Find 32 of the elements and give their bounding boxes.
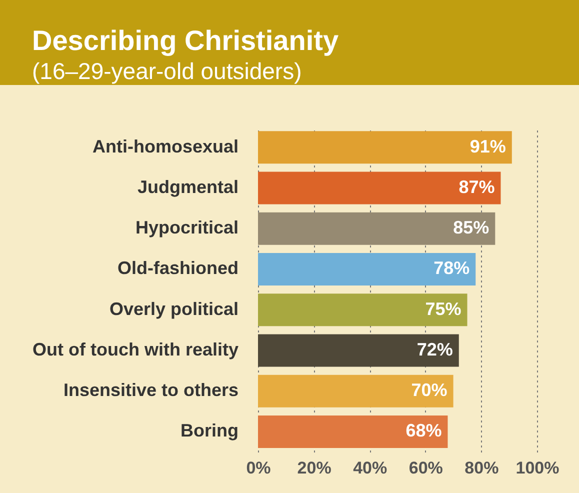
- x-tick-label: 80%: [464, 458, 499, 478]
- y-tick-label: Boring: [180, 420, 238, 441]
- bar: [258, 252, 476, 286]
- y-tick-label: Old-fashioned: [118, 258, 238, 278]
- bar: [258, 294, 468, 326]
- y-tick-label: Out of touch with reality: [32, 339, 238, 360]
- x-tick-label: 40%: [353, 458, 388, 478]
- y-tick-label: Insensitive to others: [63, 380, 238, 400]
- x-tick-label: 100%: [516, 458, 560, 478]
- bar: [258, 172, 501, 204]
- data-label: 68%: [406, 420, 442, 441]
- data-label: 87%: [458, 176, 495, 197]
- data-label: 70%: [411, 380, 448, 400]
- bar: [258, 131, 512, 164]
- bar: [258, 374, 454, 408]
- y-tick-label: Hypocritical: [135, 218, 238, 238]
- y-tick-label: Overly political: [109, 298, 238, 319]
- bar: [258, 415, 448, 448]
- chart-title: Describing Christianity: [32, 25, 339, 56]
- bar: [258, 212, 496, 245]
- x-tick-label: 20%: [297, 458, 332, 478]
- chart-subtitle: (16–29-year-old outsiders): [32, 58, 302, 84]
- data-label: 72%: [416, 339, 453, 360]
- y-tick-label: Anti-homosexual: [92, 136, 238, 156]
- x-tick-label: 60%: [408, 458, 443, 478]
- x-tick-label: 0%: [246, 458, 271, 478]
- data-label: 91%: [470, 136, 506, 156]
- data-label: 85%: [453, 218, 490, 238]
- bar: [258, 334, 459, 367]
- y-tick-label: Judgmental: [137, 176, 238, 197]
- data-label: 75%: [425, 298, 462, 319]
- data-label: 78%: [434, 258, 470, 278]
